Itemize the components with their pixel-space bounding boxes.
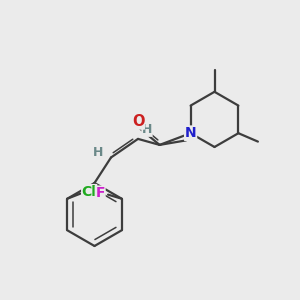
Text: O: O	[132, 114, 144, 129]
Text: H: H	[93, 146, 103, 159]
Text: F: F	[95, 186, 105, 200]
Text: Cl: Cl	[82, 184, 97, 199]
Text: N: N	[185, 126, 197, 140]
Text: H: H	[142, 123, 152, 136]
